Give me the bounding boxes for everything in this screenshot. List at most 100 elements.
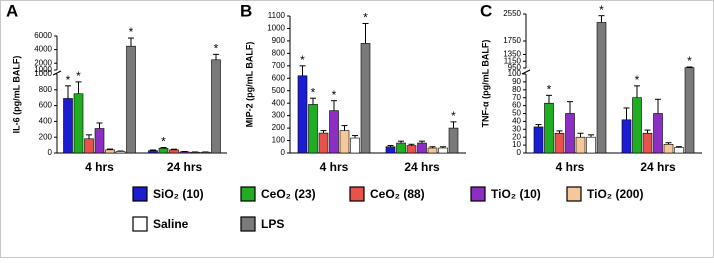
y-tick-label: 100 bbox=[508, 69, 522, 78]
bar bbox=[575, 136, 586, 154]
significance-marker: * bbox=[363, 11, 368, 25]
y-tick-label: 80 bbox=[512, 85, 521, 94]
bar bbox=[190, 151, 200, 154]
significance-marker: * bbox=[66, 73, 71, 87]
significance-marker: * bbox=[311, 85, 316, 99]
bar bbox=[105, 149, 115, 154]
bar bbox=[318, 132, 329, 154]
y-tick-label: 1750 bbox=[503, 36, 521, 45]
y-tick-label: 600 bbox=[39, 101, 53, 110]
y-tick-label: 300 bbox=[272, 111, 286, 120]
x-tick-label: 4 hrs bbox=[320, 160, 349, 174]
bar bbox=[596, 22, 607, 154]
legend-label: SiO₂ (10) bbox=[153, 187, 204, 201]
legend-swatch bbox=[132, 216, 148, 232]
y-tick-label: 200 bbox=[272, 123, 286, 132]
bar bbox=[308, 104, 318, 154]
bar bbox=[663, 144, 674, 154]
bar bbox=[544, 102, 554, 154]
y-tick-label: 1000 bbox=[34, 65, 52, 74]
y-tick-label: 600 bbox=[272, 73, 286, 82]
legend-swatch bbox=[132, 186, 148, 202]
legend-swatch bbox=[349, 186, 365, 202]
legend-swatch bbox=[566, 186, 582, 202]
panel-letter: A bbox=[6, 1, 18, 20]
bar bbox=[385, 146, 396, 154]
significance-marker: * bbox=[161, 135, 166, 149]
bar bbox=[406, 145, 417, 154]
y-tick-label: 0 bbox=[48, 148, 53, 157]
bar bbox=[586, 136, 596, 154]
y-tick-label: 0 bbox=[517, 148, 522, 157]
bar bbox=[448, 127, 459, 154]
bar bbox=[360, 43, 371, 154]
bar bbox=[297, 75, 308, 154]
y-tick-label: 1350 bbox=[503, 50, 521, 59]
significance-marker: * bbox=[214, 42, 219, 56]
y-tick-label: 10 bbox=[512, 140, 521, 149]
bar bbox=[438, 147, 448, 154]
bar bbox=[533, 126, 544, 154]
bar bbox=[94, 128, 105, 154]
y-tick-label: 950 bbox=[508, 63, 522, 72]
legend-label: TiO₂ (200) bbox=[587, 187, 643, 201]
significance-marker: * bbox=[451, 109, 456, 123]
bar bbox=[417, 142, 427, 154]
x-tick-label: 24 hrs bbox=[640, 160, 676, 174]
bar bbox=[115, 151, 126, 154]
y-axis-label: TNF-α (pg/mL BALF) bbox=[480, 40, 490, 128]
x-tick-label: 4 hrs bbox=[85, 160, 114, 174]
y-tick-label: 200 bbox=[39, 132, 53, 141]
bar bbox=[63, 98, 73, 154]
x-tick-label: 4 hrs bbox=[556, 160, 585, 174]
y-axis-label: IL-6 (pg/mL BALF) bbox=[11, 56, 21, 134]
bar bbox=[200, 151, 211, 154]
y-tick-label: 500 bbox=[272, 86, 286, 95]
bar bbox=[653, 113, 663, 154]
bar bbox=[211, 59, 221, 154]
y-tick-label: 70 bbox=[512, 93, 521, 102]
significance-marker: * bbox=[76, 69, 81, 83]
y-tick-label: 400 bbox=[272, 98, 286, 107]
significance-marker: * bbox=[332, 88, 337, 102]
axis-break bbox=[52, 70, 62, 76]
y-tick-label: 1100 bbox=[268, 11, 286, 20]
bar bbox=[350, 137, 360, 154]
bar bbox=[427, 147, 438, 154]
y-tick-label: 50 bbox=[512, 109, 521, 118]
legend-label: CeO₂ (88) bbox=[370, 187, 425, 201]
axis-break bbox=[521, 69, 531, 75]
y-tick-label: 2550 bbox=[503, 9, 521, 18]
significance-marker: * bbox=[300, 53, 305, 67]
legend-label: TiO₂ (10) bbox=[491, 187, 541, 201]
y-tick-label: 1150 bbox=[504, 56, 522, 65]
bar bbox=[158, 147, 169, 154]
y-tick-label: 400 bbox=[39, 117, 53, 126]
y-tick-label: 1000 bbox=[34, 69, 52, 78]
bar bbox=[329, 110, 339, 154]
legend-swatch bbox=[470, 186, 486, 202]
bar bbox=[674, 147, 684, 154]
x-tick-label: 24 hrs bbox=[167, 160, 203, 174]
significance-marker: * bbox=[635, 73, 640, 87]
y-tick-label: 40 bbox=[512, 117, 521, 126]
significance-marker: * bbox=[599, 3, 604, 17]
bar bbox=[169, 149, 179, 154]
legend-swatch bbox=[240, 186, 256, 202]
bar bbox=[179, 151, 190, 154]
bar bbox=[642, 132, 653, 154]
y-tick-label: 30 bbox=[512, 124, 521, 133]
panel-letter: C bbox=[480, 1, 492, 20]
y-axis-label: MIP-2 (pg/mL BALF) bbox=[244, 42, 254, 128]
bar bbox=[148, 150, 158, 154]
legend-label: LPS bbox=[261, 217, 284, 231]
y-tick-label: 0 bbox=[281, 148, 286, 157]
significance-marker: * bbox=[687, 54, 692, 68]
y-tick-label: 90 bbox=[512, 77, 521, 86]
y-tick-label: 4000 bbox=[34, 45, 52, 54]
bar bbox=[339, 130, 350, 154]
y-tick-label: 6000 bbox=[34, 31, 52, 40]
legend-label: Saline bbox=[153, 217, 189, 231]
